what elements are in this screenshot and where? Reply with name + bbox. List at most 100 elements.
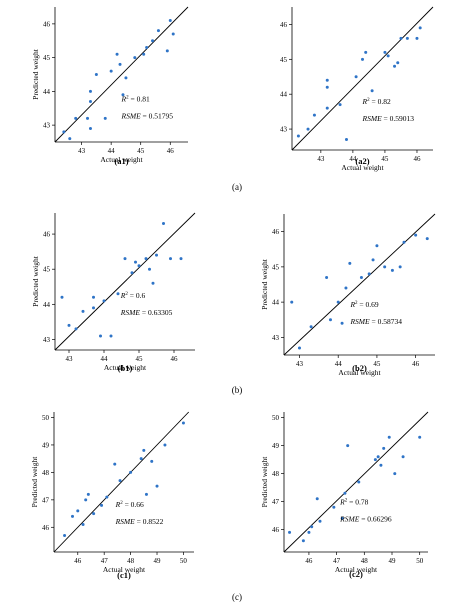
b1-x-tick-label: 44 [101, 355, 109, 363]
a1-x-tick-label: 45 [137, 147, 145, 155]
c1-data-point [84, 498, 88, 502]
c1-data-point [155, 484, 159, 488]
c1-x-axis-label: Actual weight [103, 565, 146, 574]
row-caption-c: (c) [232, 592, 242, 602]
c2-y-tick-label: 47 [272, 498, 280, 506]
c2-data-point [343, 491, 347, 495]
b1-data-point [109, 334, 113, 338]
c1-data-point [70, 514, 74, 518]
b1-data-point [134, 260, 137, 264]
b1-data-point [144, 257, 148, 261]
c1-data-point [86, 492, 90, 496]
a1-y-axis-label: Predicted weight [31, 48, 40, 100]
c1-data-point [100, 503, 104, 507]
c2-x-axis-label: Actual weight [335, 565, 378, 574]
b1-data-point [67, 323, 71, 327]
c2-data-point [401, 455, 405, 459]
a2-y-tick-label: 45 [280, 56, 288, 64]
a1-data-point [103, 116, 107, 120]
a1-data-point [124, 76, 128, 80]
c2-data-point [318, 519, 322, 523]
a1-y-tick-label: 44 [43, 88, 51, 96]
a2-fit-line [291, 6, 434, 151]
a2-data-point [325, 106, 329, 110]
b2-y-axis-label: Predicted weight [260, 258, 269, 310]
c1-data-point [81, 523, 85, 527]
b2-caption: (b2) [352, 363, 367, 373]
a2-data-point [325, 78, 329, 82]
a2-x-tick-label: 43 [317, 155, 325, 163]
b2-data-point [367, 272, 371, 276]
c2-data-point [393, 472, 397, 476]
b1-caption: (b1) [118, 363, 133, 373]
c1-data-point [129, 470, 133, 474]
b2-data-point [290, 300, 294, 304]
c1-data-point [142, 448, 146, 452]
b1-data-point [130, 271, 134, 275]
b1-data-point [102, 299, 106, 303]
b2-y-tick-label: 43 [272, 334, 280, 342]
a1-data-point [142, 52, 146, 56]
b1-y-tick-label: 46 [43, 231, 51, 239]
b1-data-point [155, 253, 158, 257]
c2-data-point [340, 516, 344, 520]
a2-data-point [415, 36, 419, 40]
a1-y-tick-label: 46 [43, 20, 51, 28]
c2-data-point [288, 530, 292, 534]
c2-data-point [373, 458, 377, 462]
c1-data-point [144, 492, 148, 496]
a1-data-point [62, 130, 66, 134]
c2-data-point [376, 455, 380, 459]
a1-data-point [74, 116, 78, 120]
c2-x-tick-label: 49 [389, 557, 397, 565]
a2-x-tick-label: 46 [413, 155, 421, 163]
c1-fit-line [53, 411, 190, 553]
c2-y-tick-label: 49 [272, 442, 280, 450]
a1-data-point [165, 49, 169, 53]
b2-y-tick-label: 44 [272, 299, 280, 307]
b2-x-tick-label: 45 [373, 360, 381, 368]
b2-r2-annotation: R2 = 0.69 [349, 300, 378, 309]
c1-y-tick-label: 47 [42, 496, 50, 504]
a1-data-point [168, 19, 172, 22]
c1-y-tick-label: 50 [42, 414, 50, 422]
a1-data-point [133, 56, 137, 60]
a2-data-point [364, 50, 368, 54]
a1-data-point [94, 73, 98, 76]
a2-data-point [386, 54, 390, 58]
a2-data-point [354, 75, 358, 79]
b1-data-point [116, 292, 120, 296]
a1-data-point [88, 100, 92, 103]
c2-fit-line [283, 411, 429, 553]
c1-data-point [76, 509, 80, 513]
a2-data-point [338, 103, 342, 107]
a2-x-tick-label: 44 [349, 155, 357, 163]
b1-data-point [92, 306, 95, 310]
a1-data-point [68, 137, 72, 141]
a1-data-point [171, 32, 175, 36]
b2-data-point [348, 261, 352, 265]
row-caption-a: (a) [232, 182, 242, 192]
a1-data-point [121, 93, 125, 97]
b2-data-point [325, 275, 329, 279]
a2-x-tick-label: 45 [381, 155, 389, 163]
a1-data-point [88, 127, 92, 130]
c1-data-point [105, 495, 109, 499]
c2-data-point [387, 435, 391, 439]
b1-x-tick-label: 46 [171, 355, 179, 363]
b2-y-tick-label: 46 [272, 228, 280, 236]
a1-x-tick-label: 43 [78, 147, 86, 155]
b1-r2-annotation: R2 = 0.6 [120, 291, 146, 300]
c1-y-axis-label: Predicted weight [30, 456, 39, 508]
c1-y-tick-label: 49 [42, 441, 50, 449]
c2-data-point [315, 497, 319, 501]
b2-data-point [383, 265, 387, 269]
b2-y-tick-label: 45 [272, 263, 280, 271]
b2-fit-line [283, 213, 436, 356]
b1-data-point [148, 267, 151, 271]
a1-x-tick-label: 44 [108, 147, 116, 155]
a2-data-point [370, 89, 374, 93]
a2-data-point [405, 36, 409, 40]
c2-x-tick-label: 47 [333, 557, 341, 565]
